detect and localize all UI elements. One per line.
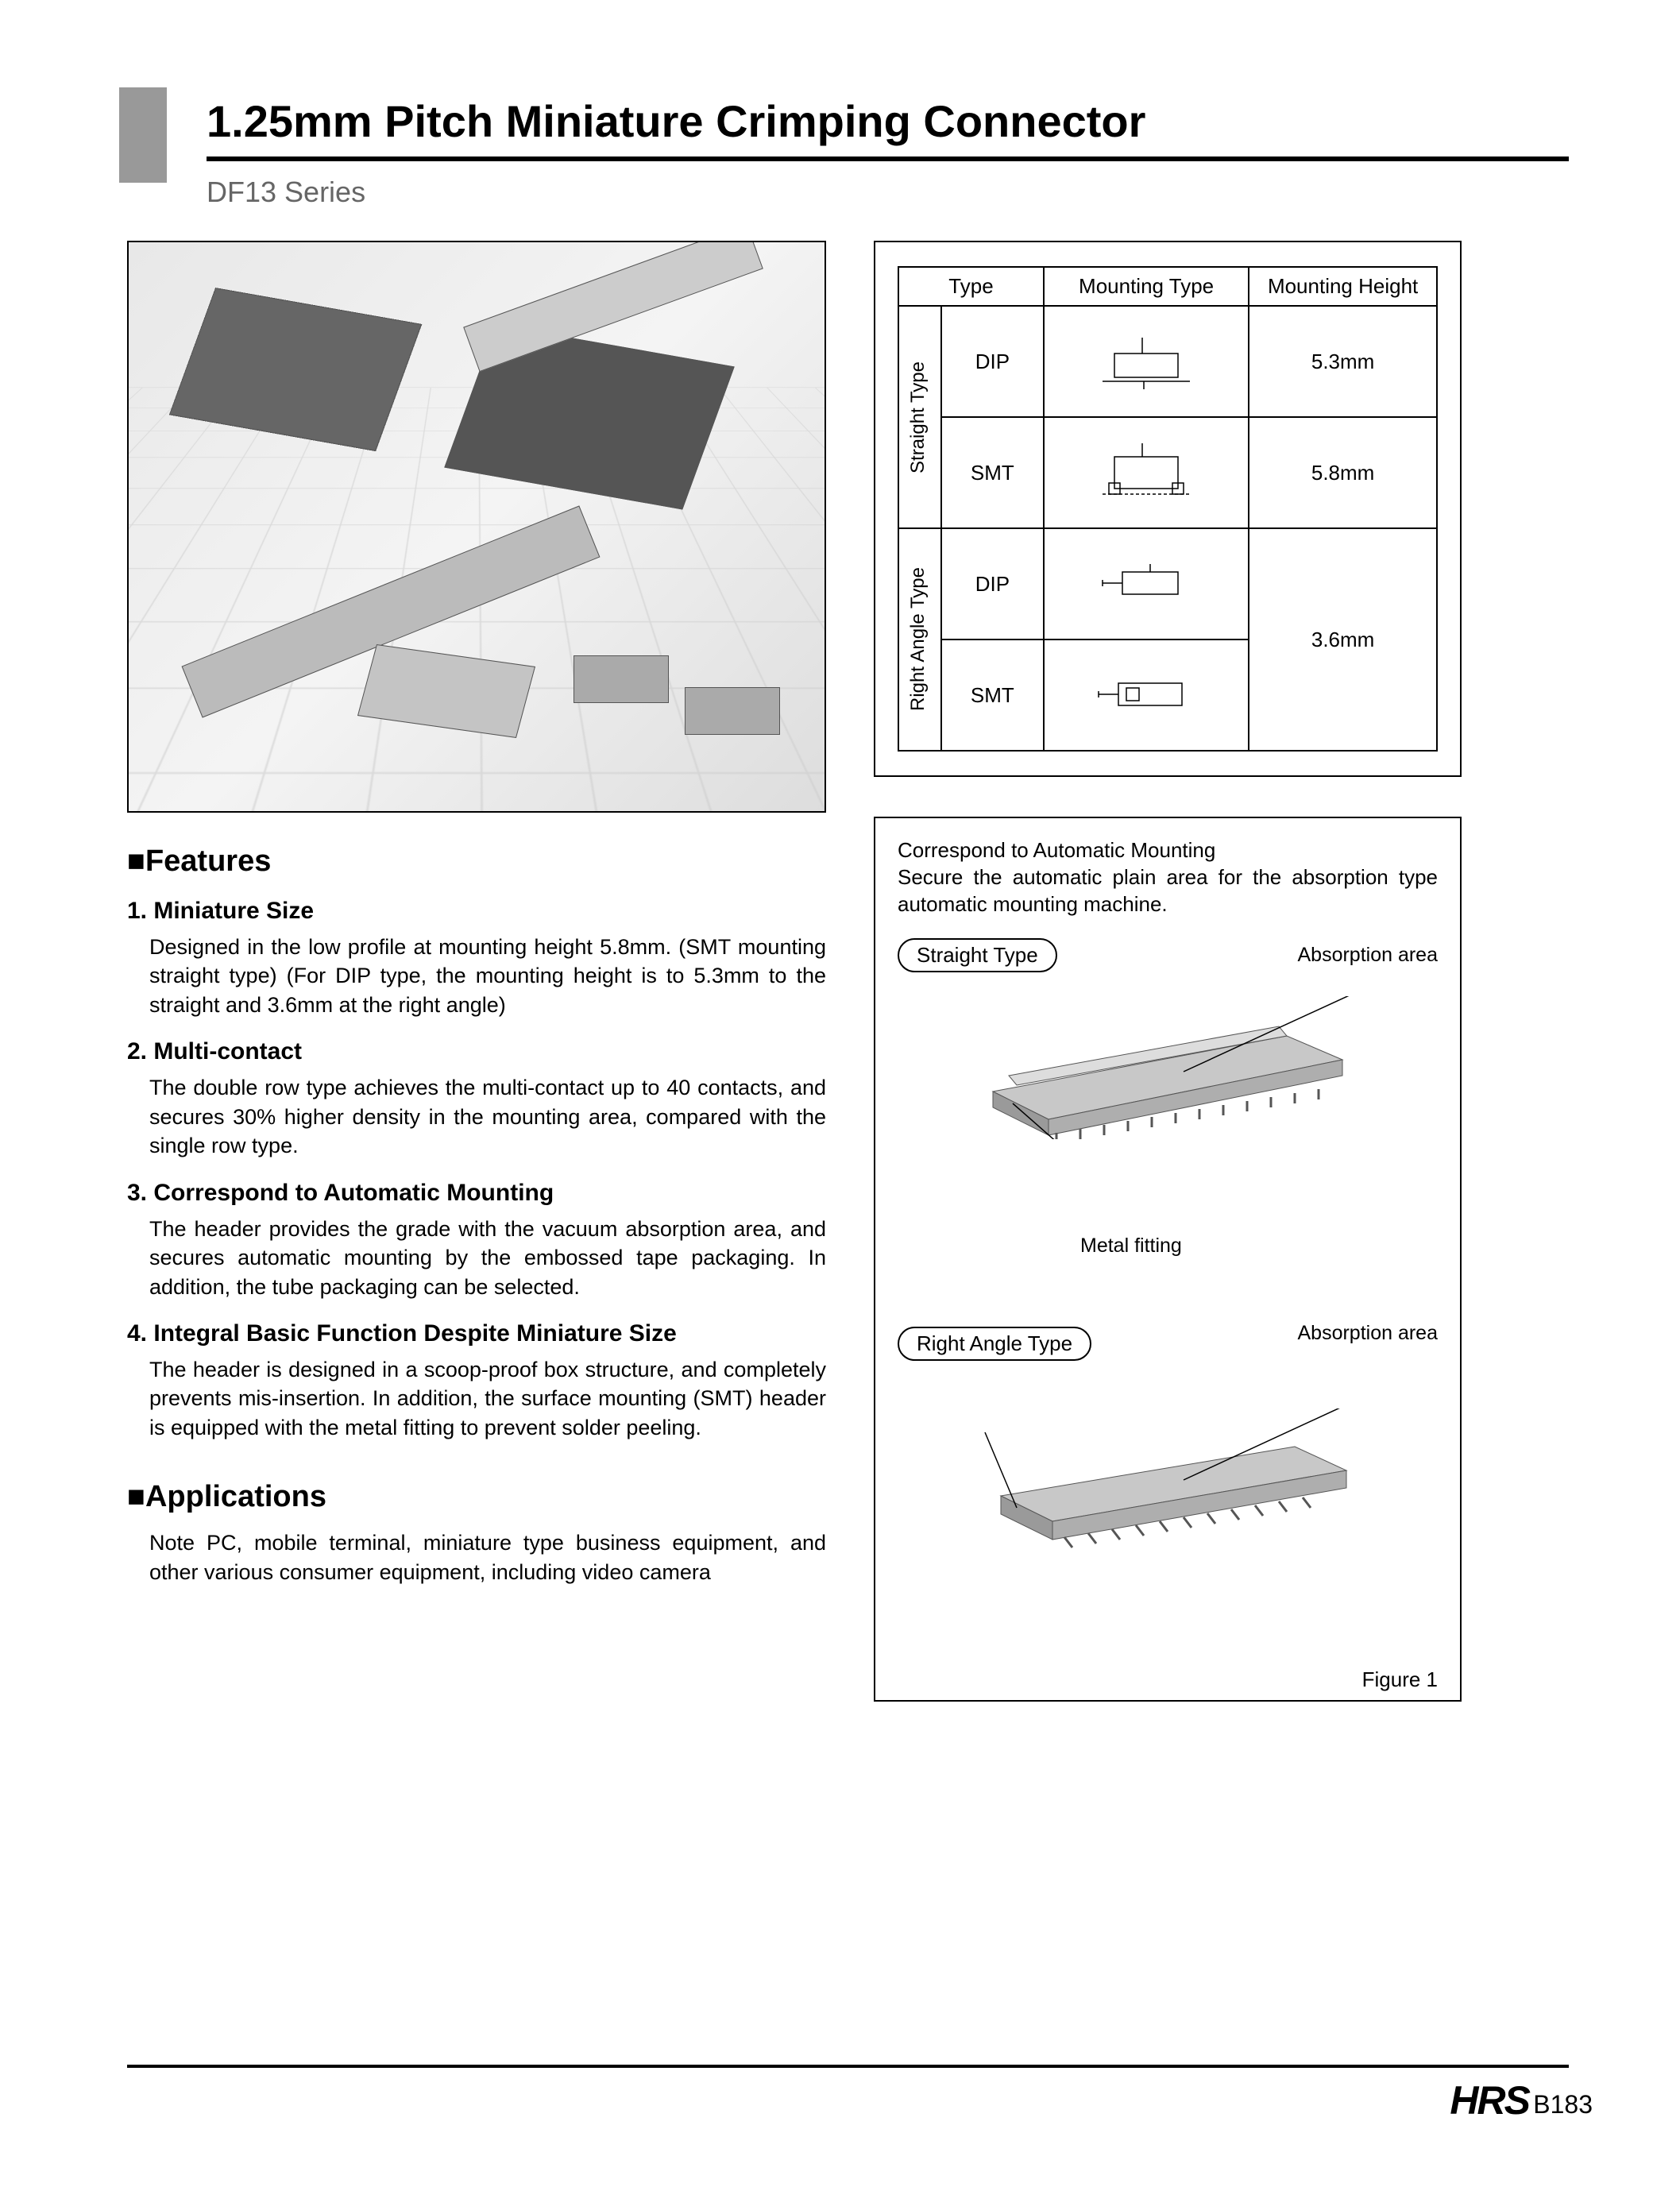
series-subtitle: DF13 Series <box>207 176 1569 209</box>
feature-body: The double row type achieves the multi-c… <box>149 1073 826 1160</box>
cell-type: SMT <box>941 417 1044 528</box>
right-angle-pill: Right Angle Type <box>898 1327 1091 1361</box>
footer-page: B183 <box>1533 2090 1593 2119</box>
absorption-label: Absorption area <box>1297 944 1438 967</box>
connector-3d-icon <box>945 996 1358 1139</box>
applications-body: Note PC, mobile terminal, miniature type… <box>149 1528 826 1586</box>
feature-1: 1. Miniature Size Designed in the low pr… <box>127 898 826 1019</box>
drawing-cell <box>1044 639 1249 751</box>
drawing-icon <box>1087 330 1206 393</box>
feature-body: The header provides the grade with the v… <box>149 1215 826 1301</box>
figure-rightangle-area <box>898 1361 1438 1663</box>
cell-type: DIP <box>941 306 1044 417</box>
drawing-icon <box>1087 437 1206 508</box>
right-column: Type Mounting Type Mounting Height Strai… <box>874 241 1569 1702</box>
product-photo <box>127 241 826 813</box>
metal-fitting-label: Metal fitting <box>1080 1235 1182 1258</box>
th-mounting-height: Mounting Height <box>1249 267 1437 306</box>
group-right-angle: Right Angle Type <box>904 559 933 719</box>
figure-straight-area: Metal fitting <box>898 972 1438 1306</box>
feature-title: 4. Integral Basic Function Despite Minia… <box>127 1320 826 1347</box>
header-tab <box>119 87 167 183</box>
drawing-cell <box>1044 528 1249 639</box>
th-type: Type <box>898 267 1044 306</box>
feature-title: 3. Correspond to Automatic Mounting <box>127 1180 826 1207</box>
feature-2: 2. Multi-contact The double row type ach… <box>127 1038 826 1160</box>
figure-intro-title: Correspond to Automatic Mounting <box>898 837 1438 864</box>
page-title: 1.25mm Pitch Miniature Crimping Connecto… <box>207 95 1569 161</box>
applications-heading: ■Applications <box>127 1480 826 1514</box>
footer-rule <box>127 2065 1569 2068</box>
figure-box: Correspond to Automatic Mounting Secure … <box>874 817 1462 1702</box>
left-column: ■Features 1. Miniature Size Designed in … <box>127 241 826 1702</box>
feature-body: The header is designed in a scoop-proof … <box>149 1355 826 1442</box>
feature-3: 3. Correspond to Automatic Mounting The … <box>127 1180 826 1301</box>
type-table: Type Mounting Type Mounting Height Strai… <box>874 241 1462 777</box>
drawing-icon <box>1083 556 1210 612</box>
th-mounting-type: Mounting Type <box>1044 267 1249 306</box>
drawing-icon <box>1083 667 1210 723</box>
figure-intro-body: Secure the automatic plain area for the … <box>898 864 1438 918</box>
connector-3d-icon <box>945 1408 1358 1551</box>
group-straight: Straight Type <box>904 354 933 481</box>
feature-title: 1. Miniature Size <box>127 898 826 925</box>
feature-body: Designed in the low profile at mounting … <box>149 933 826 1019</box>
features-heading: ■Features <box>127 844 826 879</box>
cell-height: 5.8mm <box>1249 417 1437 528</box>
footer-logo: HRS <box>1450 2077 1529 2123</box>
cell-height: 5.3mm <box>1249 306 1437 417</box>
drawing-cell <box>1044 306 1249 417</box>
absorption-label: Absorption area <box>1297 1322 1438 1345</box>
drawing-cell <box>1044 417 1249 528</box>
page-header: 1.25mm Pitch Miniature Crimping Connecto… <box>127 95 1569 209</box>
cell-type: SMT <box>941 639 1044 751</box>
figure-caption: Figure 1 <box>898 1667 1438 1692</box>
cell-height: 3.6mm <box>1249 528 1437 751</box>
feature-4: 4. Integral Basic Function Despite Minia… <box>127 1320 826 1442</box>
feature-title: 2. Multi-contact <box>127 1038 826 1065</box>
cell-type: DIP <box>941 528 1044 639</box>
main-content: ■Features 1. Miniature Size Designed in … <box>127 241 1569 1702</box>
straight-type-pill: Straight Type <box>898 938 1057 972</box>
